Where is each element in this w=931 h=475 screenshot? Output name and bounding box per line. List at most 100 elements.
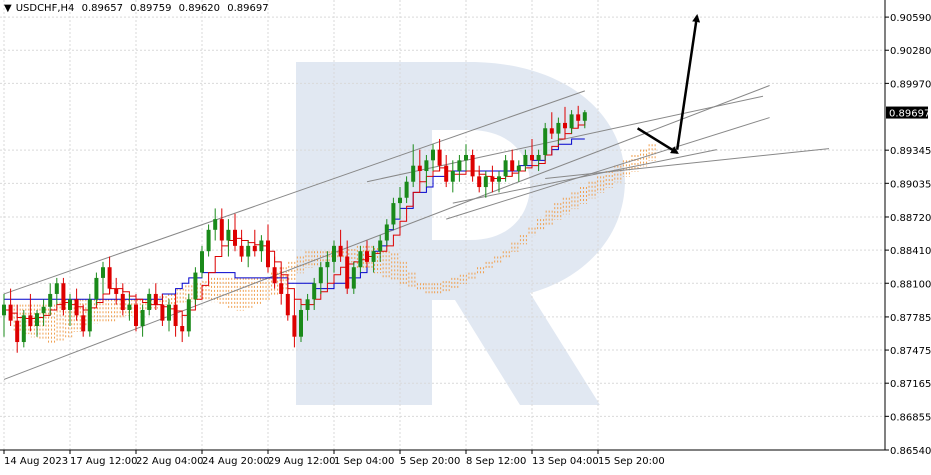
candle-body: [272, 267, 277, 284]
candle-body: [193, 272, 198, 300]
candle: [477, 165, 482, 193]
candle: [68, 293, 72, 327]
candle: [15, 304, 20, 353]
candle-body: [252, 245, 257, 252]
candle: [563, 106, 567, 134]
candle-body: [213, 219, 218, 230]
candle: [74, 288, 79, 321]
candle: [81, 304, 86, 337]
y-axis-ticks: 0.90590 0.90280 0.89970 0.89345 0.89035 0.887…: [885, 13, 931, 457]
forecast-arrow: [675, 14, 701, 150]
candle-body: [173, 304, 178, 327]
candle: [444, 154, 449, 188]
candle-body: [569, 114, 574, 129]
candle-body: [246, 245, 251, 257]
candle-body: [371, 251, 376, 262]
candle: [8, 288, 13, 327]
candle-body: [8, 304, 13, 321]
candle-body: [21, 315, 26, 343]
candle-body: [563, 122, 567, 129]
candle: [338, 229, 343, 262]
candle: [424, 154, 429, 188]
candle: [48, 283, 53, 316]
y-tick-label: 0.90280: [890, 46, 931, 57]
y-tick-label: 0.89035: [890, 179, 931, 190]
candle-body: [431, 149, 435, 161]
dropdown-triangle-icon[interactable]: ▼: [4, 3, 12, 14]
candle: [285, 283, 290, 321]
candle-body: [61, 283, 66, 310]
candle: [490, 165, 495, 193]
candle-body: [582, 112, 587, 121]
candle: [358, 245, 363, 273]
candle: [213, 208, 218, 241]
candle-body: [384, 224, 389, 241]
candle: [206, 224, 211, 257]
kijun-sen-path: [4, 138, 585, 300]
candle-body: [378, 240, 383, 252]
candle-body: [279, 283, 284, 294]
candle-body: [516, 165, 521, 172]
candle-body: [450, 171, 455, 182]
candle-body: [477, 176, 482, 188]
candle: [272, 256, 277, 289]
y-tick-label: 0.90590: [890, 13, 931, 24]
close-value: 0.89697: [227, 3, 269, 14]
candle: [239, 229, 244, 262]
open-value: 0.89657: [81, 3, 123, 14]
y-tick-label: 0.86540: [890, 446, 931, 457]
candle: [549, 112, 554, 139]
candle: [140, 304, 145, 337]
candle: [180, 315, 185, 343]
candle-body: [483, 176, 488, 188]
candle-body: [345, 256, 350, 289]
candle-body: [41, 306, 46, 314]
candle: [556, 117, 561, 145]
candle-body: [153, 293, 158, 305]
current-price-marker: 0.89697: [886, 106, 930, 120]
candle: [378, 235, 383, 262]
candle: [101, 261, 105, 294]
channel-line: [545, 148, 830, 180]
candle-body: [147, 293, 152, 310]
candle: [404, 176, 409, 204]
candle-body: [206, 229, 211, 252]
candle-body: [351, 267, 356, 289]
candle-body: [299, 309, 303, 337]
x-tick-label: 17 Aug 12:00: [70, 456, 137, 467]
candle-body: [74, 299, 79, 316]
candle-body: [523, 154, 528, 166]
candle-body: [318, 267, 323, 284]
candle-body: [457, 160, 462, 172]
candle-body: [411, 165, 416, 182]
candle: [332, 240, 336, 273]
candle: [134, 293, 138, 332]
candle-body: [35, 313, 39, 327]
candle-body: [167, 304, 171, 321]
channel-line: [446, 117, 770, 220]
candle: [2, 293, 6, 337]
candle-body: [305, 299, 310, 310]
candle: [252, 229, 257, 257]
candle: [470, 149, 475, 182]
candle-body: [101, 267, 105, 278]
candle-body: [437, 149, 442, 166]
high-value: 0.89759: [130, 3, 172, 14]
candle: [127, 293, 132, 321]
candle: [464, 144, 468, 172]
candle: [186, 293, 191, 337]
candle-body: [219, 219, 224, 241]
candle: [35, 309, 39, 337]
candle: [160, 293, 165, 327]
candle: [325, 251, 330, 284]
candle: [371, 245, 376, 273]
candle: [120, 283, 125, 316]
candle-body: [404, 181, 409, 198]
candle: [246, 240, 251, 268]
candle: [457, 154, 462, 182]
y-tick-label: 0.87785: [890, 313, 931, 324]
low-value: 0.89620: [178, 3, 221, 14]
candle-body: [536, 154, 541, 161]
candle-body: [107, 267, 112, 289]
